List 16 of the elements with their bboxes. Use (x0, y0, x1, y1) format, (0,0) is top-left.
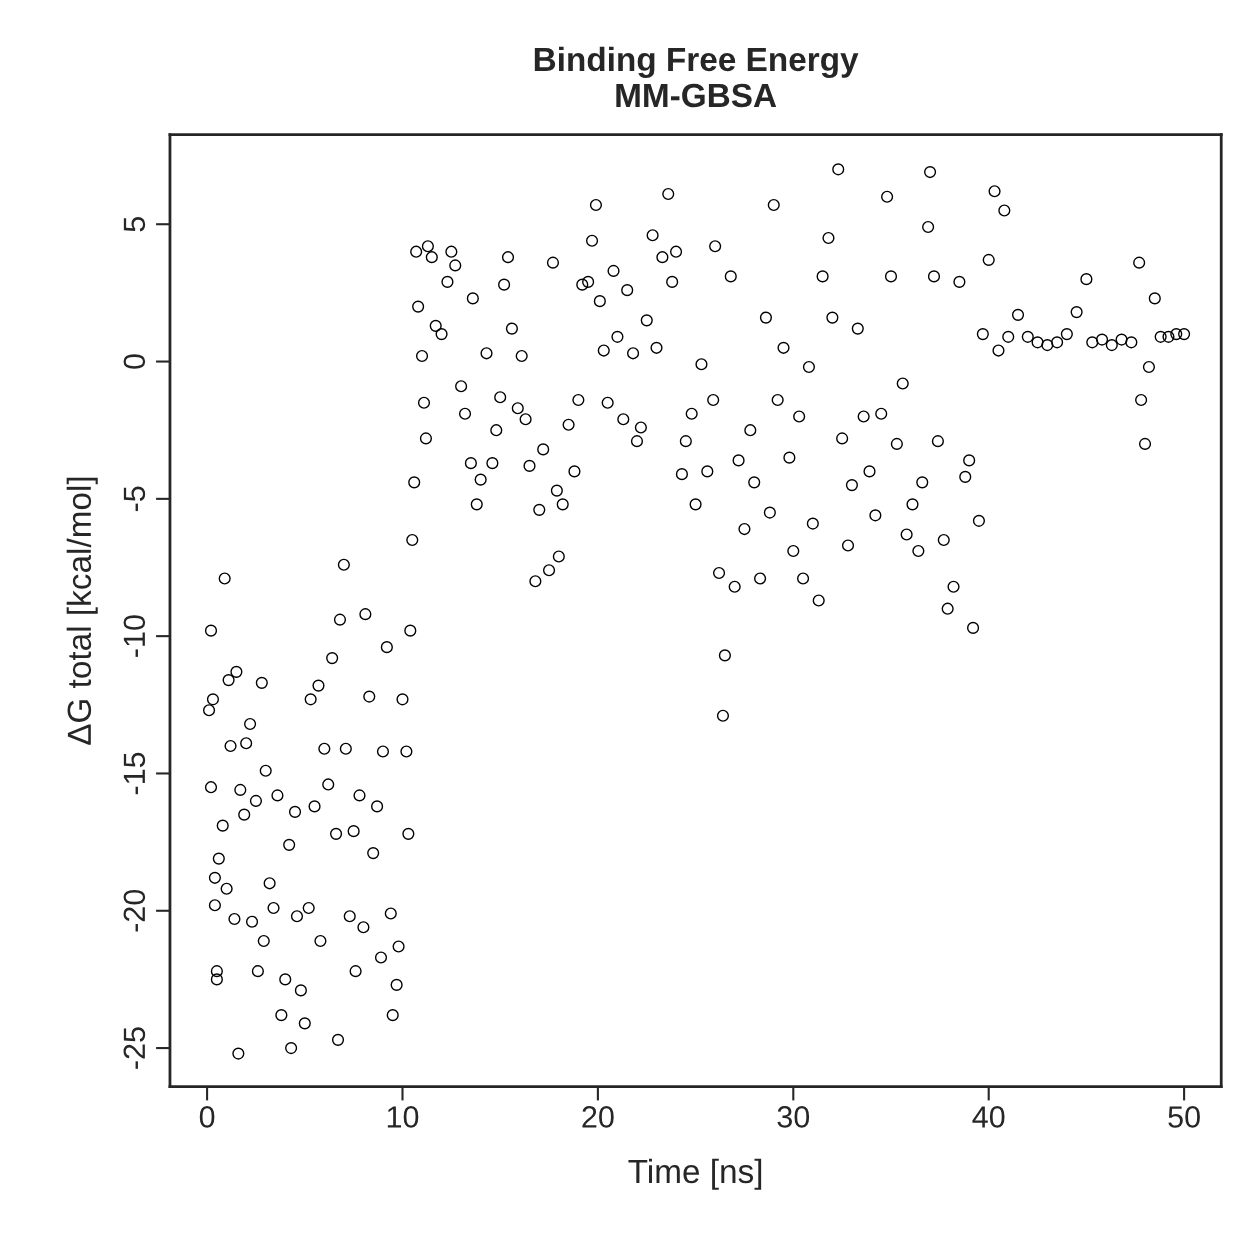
x-tick-label: 40 (972, 1106, 1005, 1128)
y-tick-label: 5 (123, 217, 146, 232)
x-tick-label: 50 (1168, 1106, 1200, 1128)
chart-title: Binding Free Energy MM-GBSA (534, 46, 859, 108)
x-tick-label: 20 (582, 1106, 614, 1128)
x-tick-label: 10 (387, 1106, 419, 1128)
x-tick-label: 0 (199, 1106, 215, 1128)
y-tick-label: -25 (123, 1027, 146, 1069)
y-tick-label: 0 (123, 354, 146, 369)
y-tick-label: -10 (123, 615, 146, 657)
y-tick-label: -5 (123, 486, 146, 512)
y-tick-label: -20 (123, 889, 146, 932)
y-axis-title: ΔG total [kcal/mol] (66, 477, 98, 745)
x-tick-label: 30 (777, 1106, 810, 1128)
y-tick-label: -15 (123, 752, 146, 795)
x-axis-title: Time [ns] (628, 1158, 762, 1190)
